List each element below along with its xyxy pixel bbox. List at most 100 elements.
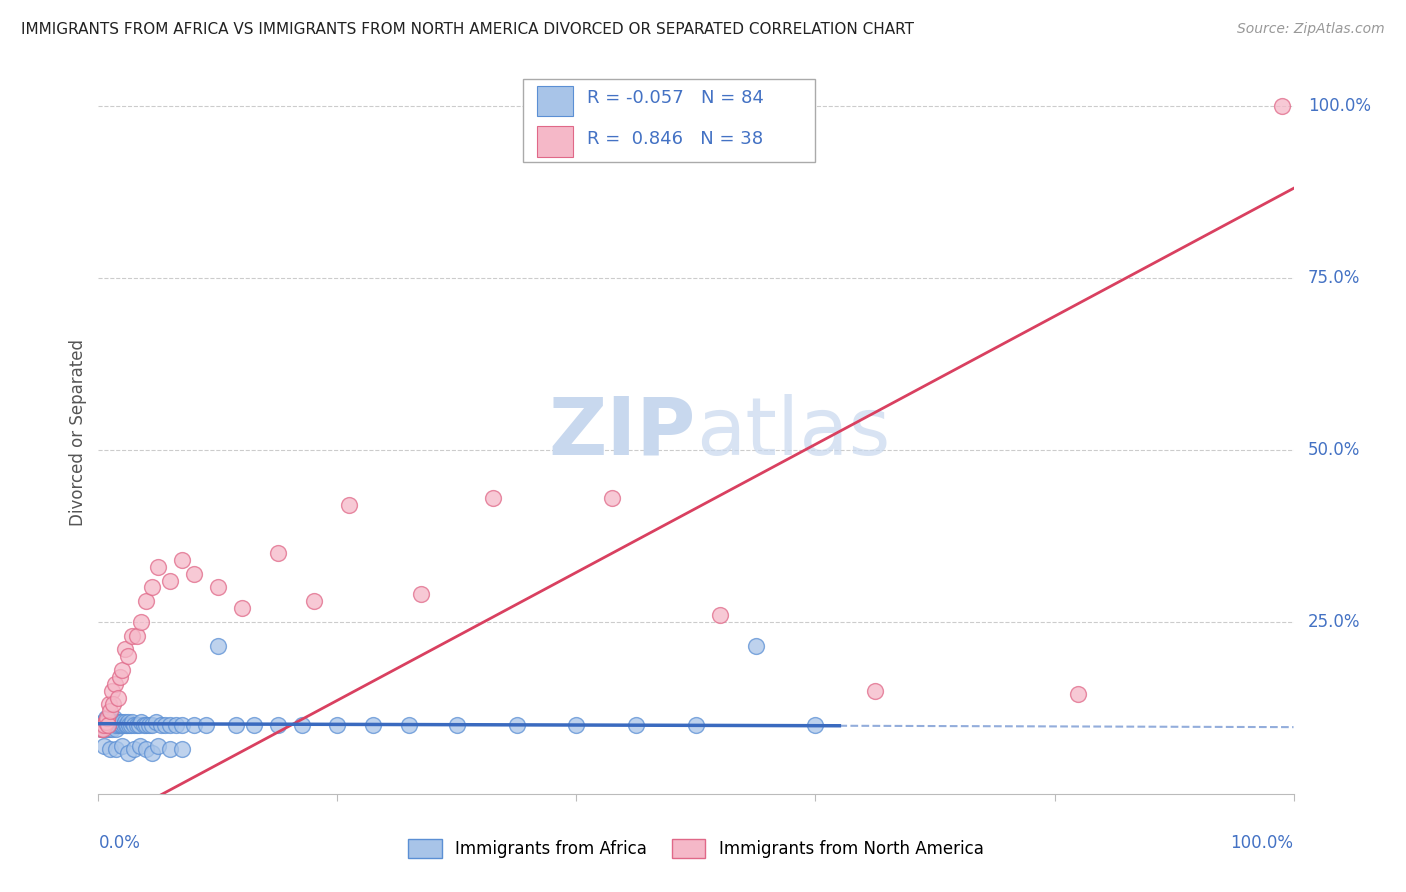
Text: R =  0.846   N = 38: R = 0.846 N = 38 (588, 130, 763, 148)
Point (93, 739, 115, 753)
Point (363, 718, 385, 732)
Point (128, 718, 150, 732)
Point (91, 718, 114, 732)
Point (124, 742, 146, 756)
Point (231, 601, 253, 615)
Point (207, 639, 229, 653)
Point (114, 642, 136, 657)
Text: 0.0%: 0.0% (98, 834, 141, 852)
Point (104, 677, 127, 691)
Point (141, 746, 163, 760)
Legend: Immigrants from Africa, Immigrants from North America: Immigrants from Africa, Immigrants from … (402, 832, 990, 865)
Point (149, 718, 172, 732)
Point (91, 718, 114, 732)
Point (103, 711, 125, 725)
Point (145, 714, 167, 729)
Text: ZIP: ZIP (548, 393, 696, 472)
Point (96, 722, 118, 736)
Point (398, 718, 420, 732)
Point (94, 714, 117, 729)
Point (115, 718, 138, 732)
Point (96, 711, 118, 725)
Point (98, 722, 121, 736)
Text: 100.0%: 100.0% (1308, 96, 1371, 115)
Point (100, 683, 122, 698)
Point (108, 714, 131, 729)
Point (107, 690, 129, 705)
Point (506, 718, 529, 732)
Point (165, 718, 187, 732)
Point (339, 498, 361, 512)
Point (125, 629, 148, 643)
Point (129, 739, 152, 753)
Point (125, 718, 148, 732)
Point (565, 718, 588, 732)
Point (105, 722, 128, 736)
Point (602, 491, 624, 505)
Point (111, 718, 134, 732)
Point (131, 615, 153, 629)
Point (865, 683, 887, 698)
Point (98, 698, 121, 712)
Point (302, 594, 325, 608)
Point (111, 739, 134, 753)
Point (98, 714, 121, 729)
Point (114, 714, 136, 729)
Point (93, 718, 115, 732)
Y-axis label: Divorced or Separated: Divorced or Separated (69, 339, 87, 526)
Point (98, 742, 122, 756)
Point (96, 714, 118, 729)
Point (243, 718, 266, 732)
Point (804, 718, 827, 732)
Point (118, 718, 141, 732)
Point (97, 711, 120, 725)
FancyBboxPatch shape (537, 127, 572, 157)
Point (117, 746, 139, 760)
Point (1271, 99, 1294, 113)
Point (98, 714, 122, 729)
Point (135, 742, 157, 756)
Point (148, 559, 170, 574)
Point (100, 718, 122, 732)
Point (94, 711, 117, 725)
Point (100, 722, 122, 736)
Point (93, 718, 115, 732)
Point (481, 491, 505, 505)
Point (183, 718, 205, 732)
Text: 50.0%: 50.0% (1308, 441, 1360, 458)
Point (107, 714, 129, 729)
Point (626, 718, 648, 732)
Point (117, 714, 139, 729)
Text: IMMIGRANTS FROM AFRICA VS IMMIGRANTS FROM NORTH AMERICA DIVORCED OR SEPARATED CO: IMMIGRANTS FROM AFRICA VS IMMIGRANTS FRO… (21, 22, 914, 37)
Point (120, 718, 142, 732)
Text: atlas: atlas (696, 393, 890, 472)
Point (745, 639, 768, 653)
Point (98, 711, 122, 725)
Point (111, 714, 134, 729)
Point (155, 718, 177, 732)
Point (141, 581, 163, 595)
Point (291, 718, 314, 732)
Point (104, 714, 127, 729)
Point (101, 714, 124, 729)
Point (91, 722, 114, 736)
Point (709, 607, 731, 622)
Point (135, 718, 157, 732)
Point (138, 718, 160, 732)
Point (326, 718, 349, 732)
Point (267, 718, 290, 732)
Point (90, 722, 112, 736)
Point (121, 629, 143, 643)
Point (135, 594, 157, 608)
Point (110, 718, 132, 732)
Point (159, 718, 181, 732)
Point (111, 663, 134, 677)
Point (103, 718, 125, 732)
Point (93, 714, 115, 729)
Point (172, 553, 194, 567)
Point (132, 718, 155, 732)
Point (195, 718, 218, 732)
Point (97, 718, 120, 732)
Point (98, 704, 122, 718)
Point (183, 566, 205, 581)
